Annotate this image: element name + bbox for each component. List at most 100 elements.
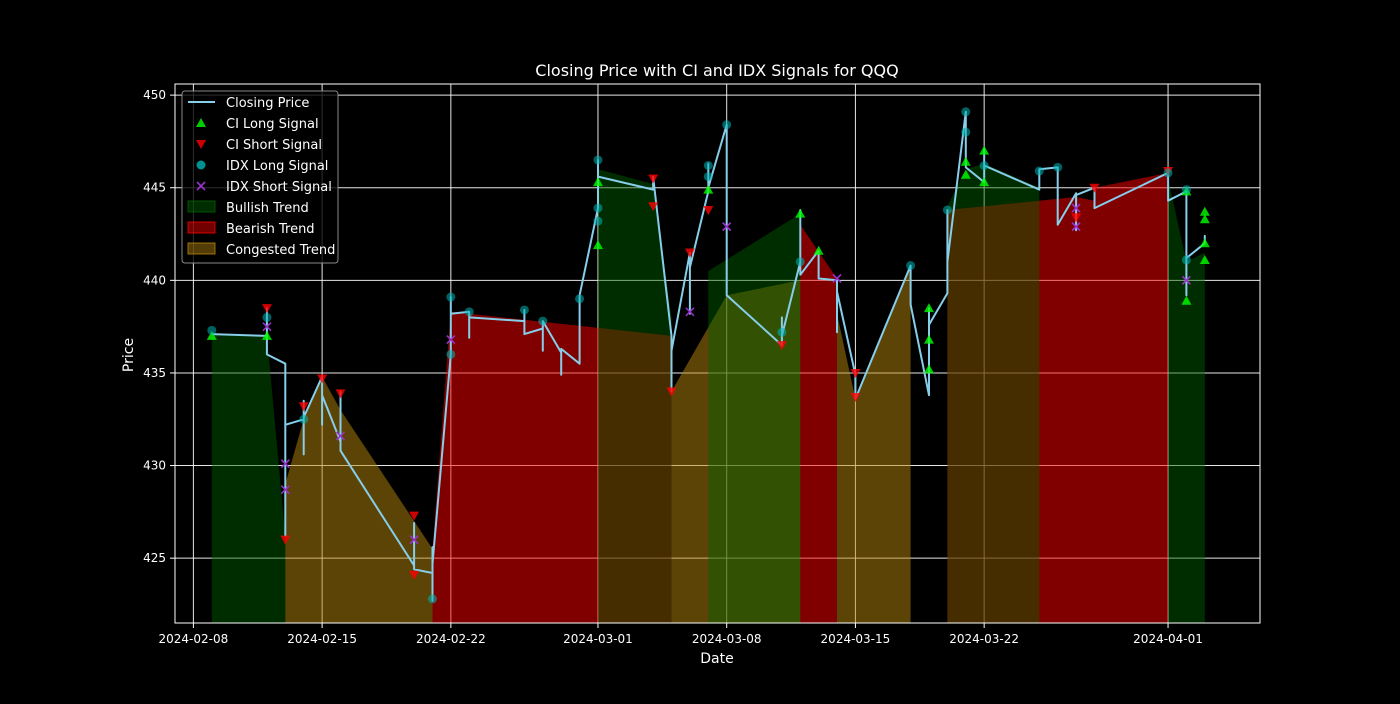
idx-short-marker — [335, 431, 346, 441]
idx-long-marker — [1181, 185, 1191, 195]
idx-long-marker — [942, 205, 952, 215]
idx-short-stroke — [685, 307, 695, 317]
trend-regions — [211, 163, 1205, 624]
ci-long-marker — [261, 330, 272, 340]
ci-short-marker — [409, 570, 420, 580]
idx-short-marker — [722, 222, 732, 232]
y-tick-label: 450 — [143, 88, 166, 102]
ci-short-marker — [648, 174, 659, 184]
ci-long-marker — [703, 184, 714, 194]
trend-region-congested — [340, 410, 433, 623]
ci-short-marker — [409, 511, 420, 521]
idx-short-marker — [280, 459, 290, 469]
idx-short-stroke — [280, 459, 290, 469]
ci-long-marker — [813, 245, 824, 255]
ci-short-marker — [648, 202, 659, 212]
idx-long-marker — [427, 594, 437, 604]
idx-long-marker — [961, 107, 971, 117]
ci-long-marker — [592, 240, 603, 250]
idx-long-marker — [1181, 255, 1191, 265]
idx-long-marker — [722, 120, 732, 130]
ci-long-marker — [206, 330, 217, 340]
idx-short-stroke — [335, 431, 346, 441]
trend-region-bullish — [211, 334, 286, 623]
trend-region-congested — [285, 376, 341, 623]
idx-long-marker — [538, 316, 548, 326]
legend-label: Closing Price — [226, 96, 309, 111]
x-tick-label: 2024-03-08 — [692, 632, 762, 646]
idx-long-marker — [795, 257, 805, 267]
trend-region-bullish — [947, 163, 1040, 623]
idx-short-marker — [1071, 203, 1081, 213]
idx-long-marker — [593, 155, 603, 165]
idx-short-stroke — [196, 181, 206, 191]
idx-long-marker — [593, 216, 603, 226]
idx-short-marker — [446, 335, 456, 345]
legend-swatch-patch — [187, 200, 216, 213]
idx-long-marker — [464, 307, 474, 317]
plot-frame — [174, 83, 1261, 624]
idx-short-marker — [685, 307, 695, 317]
idx-short-stroke — [1071, 222, 1081, 232]
idx-long-marker — [777, 327, 787, 337]
legend-label: Bearish Trend — [226, 222, 315, 237]
ci-long-marker — [979, 145, 990, 155]
y-tick-label: 440 — [143, 273, 166, 287]
y-tick-label: 425 — [143, 551, 166, 565]
idx-short-stroke — [262, 322, 272, 332]
y-axis-title: Price — [121, 338, 137, 372]
idx-long-marker — [446, 349, 456, 359]
ci-short-marker — [1089, 183, 1100, 193]
ci-short-marker — [261, 304, 272, 314]
idx-long-marker — [299, 414, 309, 424]
ci-long-marker — [923, 303, 934, 313]
ci-short-marker — [776, 341, 787, 351]
idx-long-marker — [446, 292, 456, 302]
idx-short-marker — [262, 322, 272, 332]
legend-label: Bullish Trend — [226, 201, 309, 216]
ci-long-marker — [592, 177, 603, 187]
idx-long-marker — [262, 312, 272, 322]
idx-short-marker — [1181, 275, 1192, 285]
idx-long-marker — [1034, 166, 1044, 176]
legend-label: IDX Short Signal — [226, 180, 332, 195]
ci-long-marker — [795, 208, 806, 218]
trend-region-bullish — [598, 169, 672, 623]
idx-short-stroke — [1071, 203, 1081, 213]
ci-short-marker — [850, 368, 861, 378]
trend-region-congested — [837, 265, 911, 623]
x-tick-label: 2024-03-22 — [949, 632, 1019, 646]
ci-short-marker — [850, 393, 861, 403]
x-axis-title: Date — [700, 651, 733, 667]
x-tick-label: 2024-02-15 — [287, 632, 357, 646]
x-axis-ticks: 2024-02-08 2024-02-15 2024-02-22 2024-03-01… — [159, 623, 1203, 646]
legend-label: CI Short Signal — [226, 138, 322, 153]
idx-short-stroke — [832, 273, 842, 284]
idx-long-marker — [1053, 162, 1063, 172]
trend-region-bearish — [947, 197, 1095, 623]
legend-swatch-patch — [187, 221, 216, 234]
ci-long-marker — [960, 169, 971, 179]
ci-long-marker — [1199, 254, 1210, 264]
x-tick-label: 2024-04-01 — [1133, 632, 1203, 646]
idx-long-marker — [906, 261, 916, 271]
legend-swatch-patch — [187, 242, 216, 255]
idx-long-marker — [519, 305, 529, 315]
idx-long-marker — [207, 325, 217, 335]
idx-long-marker — [593, 203, 603, 213]
idx-short-stroke — [1181, 275, 1192, 285]
ci-short-marker — [317, 374, 328, 384]
trend-region-bullish — [1168, 178, 1205, 623]
ci-short-marker — [666, 387, 677, 397]
idx-short-marker — [1071, 222, 1081, 232]
ci-long-marker — [1199, 206, 1210, 216]
idx-long-marker — [575, 294, 585, 304]
idx-long-marker — [703, 172, 713, 182]
legend-label: CI Long Signal — [226, 117, 319, 132]
trend-region-bearish — [432, 311, 672, 623]
idx-short-stroke — [722, 222, 732, 232]
trend-region-bearish — [1094, 172, 1169, 623]
legend-label: Congested Trend — [226, 243, 335, 258]
x-tick-label: 2024-03-15 — [821, 632, 891, 646]
